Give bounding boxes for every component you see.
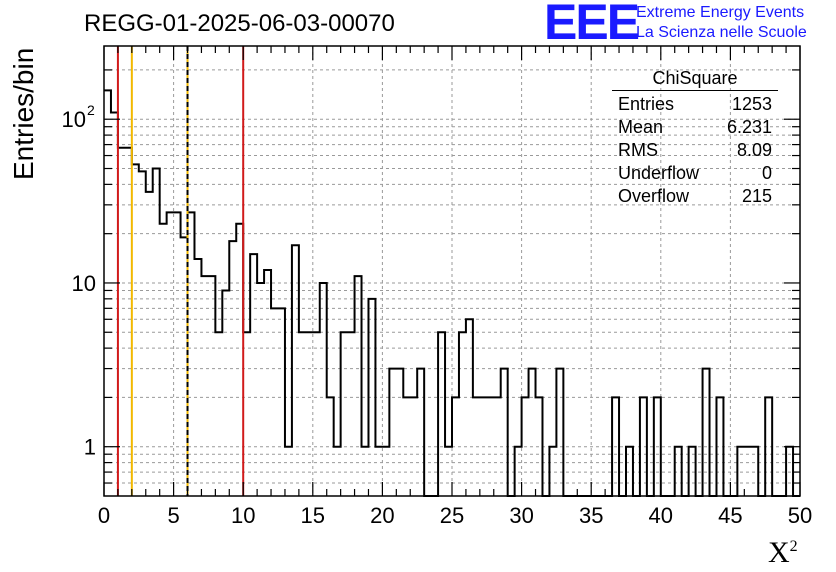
x-tick-label: 5 xyxy=(167,503,179,528)
stats-row-underflow: Underflow 0 xyxy=(612,162,778,185)
y-tick-label: 1 xyxy=(84,435,96,460)
x-tick-label: 50 xyxy=(788,503,812,528)
stats-label: Overflow xyxy=(618,186,690,206)
logo-line-1: Extreme Energy Events xyxy=(636,4,805,21)
stats-value: 1253 xyxy=(731,94,772,114)
stats-value: 6.231 xyxy=(726,117,772,137)
x-tick-label: 10 xyxy=(231,503,255,528)
stats-value: 215 xyxy=(741,186,772,206)
stats-label: Entries xyxy=(618,94,675,114)
x-tick-label: 25 xyxy=(440,503,464,528)
x-tick-label: 35 xyxy=(579,503,603,528)
stats-value: 0 xyxy=(761,163,772,183)
x-tick-label: 30 xyxy=(509,503,533,528)
y-tick-label: 10 xyxy=(72,271,96,296)
stats-box: ChiSquare Entries 1253 Mean 6.231 RMS 8.09 … xyxy=(612,68,778,208)
x-axis-label: X2 xyxy=(768,536,798,570)
stats-row-entries: Entries 1253 xyxy=(612,93,778,116)
stats-row-rms: RMS 8.09 xyxy=(612,139,778,162)
stats-row-mean: Mean 6.231 xyxy=(612,116,778,139)
y-tick-exponent: 2 xyxy=(87,102,95,118)
x-tick-label: 45 xyxy=(718,503,742,528)
x-tick-label: 20 xyxy=(370,503,394,528)
stats-label: Mean xyxy=(618,117,664,137)
y-tick-label: 10 xyxy=(62,107,86,132)
stats-value: 8.09 xyxy=(736,140,772,160)
x-tick-label: 15 xyxy=(301,503,325,528)
stats-label: RMS xyxy=(618,140,658,160)
stats-label: Underflow xyxy=(618,163,700,183)
x-tick-label: 40 xyxy=(649,503,673,528)
y-axis-label: Entries/bin xyxy=(8,47,39,180)
logo-line-2: La Scienza nelle Scuole xyxy=(636,24,807,41)
stats-title: ChiSquare xyxy=(612,68,778,91)
x-axis-label-superscript: 2 xyxy=(789,538,798,555)
eee-logo: EEE xyxy=(544,0,640,50)
chart-title: REGG-01-2025-06-03-00070 xyxy=(84,10,395,37)
x-tick-label: 0 xyxy=(98,503,110,528)
stats-row-overflow: Overflow 215 xyxy=(612,185,778,208)
x-axis-label-base: X xyxy=(768,536,790,569)
